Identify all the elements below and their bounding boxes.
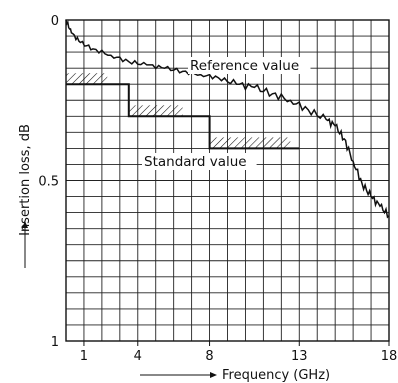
y-axis-arrow [22,221,28,268]
y-axis-label: Insertion loss, dB [18,124,33,236]
annotation-reference-value-bg [188,57,311,74]
hatched-limit-areas [66,73,291,149]
plot-frame [65,19,390,342]
x-axis-label: Frequency (GHz) [222,368,330,383]
annotation-reference-value: Reference value [190,58,299,74]
annotation-standard-value-bg [142,153,257,170]
reference-value-line [65,19,390,219]
x-tick-label: 18 [381,349,398,364]
x-tick-label: 1 [80,349,88,364]
x-tick-label: 8 [205,349,213,364]
tick-labels: 1 4 8 13 18 0 0.5 1 [38,14,397,364]
annotation-standard-value: Standard value [144,154,247,170]
x-tick-label: 4 [134,349,142,364]
annotations: Reference value Standard value [142,57,311,170]
y-tick-label: 0.5 [38,175,59,190]
hatched-limit-area [209,137,291,149]
y-tick-label: 0 [51,14,59,29]
standard-value-line [66,83,300,150]
hatched-limit-area [66,73,108,85]
x-axis-arrow [140,372,217,378]
x-tick-label: 13 [291,349,308,364]
hatched-limit-area [128,105,183,117]
y-tick-label: 1 [51,335,59,350]
series-lines [65,19,390,219]
